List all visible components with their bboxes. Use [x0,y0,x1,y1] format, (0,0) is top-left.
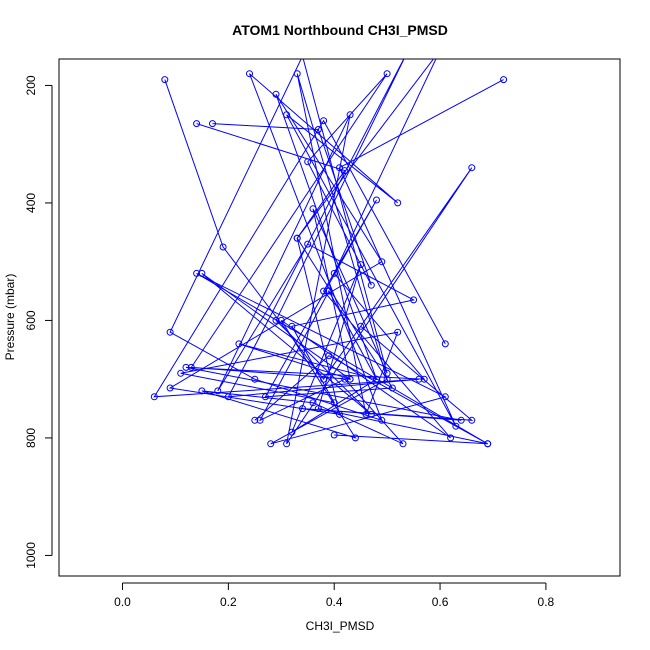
y-tick-label: 600 [24,310,38,330]
data-point [447,434,455,442]
plot-frame [58,58,621,577]
x-tick-label: 0.8 [538,595,555,609]
data-point [219,243,227,251]
data-point [383,375,391,383]
data-point [367,410,375,418]
data-point [346,111,354,119]
data-point [394,328,402,336]
data-point [346,375,354,383]
data-point [214,387,222,395]
data-point [166,328,174,336]
y-tick-label: 400 [24,193,38,213]
data-point [420,375,428,383]
data-point [314,405,322,413]
data-point [410,296,418,304]
data-point [300,59,305,60]
data-point [457,416,465,424]
data-point [304,240,312,248]
data-point [283,440,291,448]
series-2 [161,70,492,448]
data-point [405,47,411,53]
data-point [399,440,407,448]
data-point [437,47,443,53]
data-point [177,369,185,377]
data-point [383,70,391,78]
data-point [341,375,349,383]
data-point [373,375,380,383]
data-point [378,258,386,266]
x-tick-label: 0.2 [220,595,237,609]
data-point [468,416,476,424]
data-point [320,117,328,125]
data-point [267,440,275,448]
y-tick-label: 800 [24,428,38,448]
data-point [441,393,449,401]
data-point [293,234,301,242]
y-tick-label: 1000 [24,542,38,569]
x-tick-label: 0.4 [326,595,343,609]
data-point [193,269,201,277]
x-tick-label: 0.6 [432,595,449,609]
series-4-line [196,123,488,445]
data-point [320,287,328,295]
data-point [193,120,201,128]
data-point [161,76,169,84]
x-axis-label: CH3I_PMSD [306,619,375,633]
data-point [367,281,375,289]
data-point [288,428,296,436]
data-point [500,76,508,84]
data-point [182,363,190,371]
data-point [198,387,206,395]
data-point [484,440,492,448]
y-axis: 200 400 600 800 1000 [24,75,53,569]
series-3-line [168,59,474,421]
x-axis: 0.0 0.2 0.4 0.6 0.8 [114,582,555,609]
data-point [325,287,333,295]
data-point [209,120,216,128]
data-point [272,90,280,98]
data-point [246,70,253,78]
x-tick-label: 0.0 [114,595,131,609]
y-tick-label: 200 [24,75,38,95]
data-point [251,375,259,383]
data-point [256,416,264,424]
data-point [251,416,259,424]
data-point [314,126,322,133]
data-point [388,384,396,392]
data-point [235,340,243,348]
y-axis-label: Pressure (mbar) [3,274,17,361]
data-point [330,431,338,439]
data-point [441,340,449,348]
data-point [261,393,269,401]
data-point [341,167,349,175]
data-point [288,322,296,330]
series-4 [193,120,492,448]
data-point [293,70,301,78]
series-layer [150,47,508,448]
data-point [277,316,285,324]
data-point [150,393,158,401]
data-point [394,199,402,207]
data-point [452,422,460,430]
data-point [336,410,343,418]
data-point [187,363,195,371]
series-3 [166,47,476,424]
data-point [330,269,338,277]
data-point [362,410,370,418]
data-point [166,384,174,392]
data-point [468,164,476,172]
data-point [309,399,317,407]
data-point [357,261,365,269]
data-point [373,196,380,204]
data-point [351,434,359,442]
chart-title: ATOM1 Northbound CH3I_PMSD [232,22,448,38]
data-point [357,322,365,330]
data-point [378,416,386,424]
